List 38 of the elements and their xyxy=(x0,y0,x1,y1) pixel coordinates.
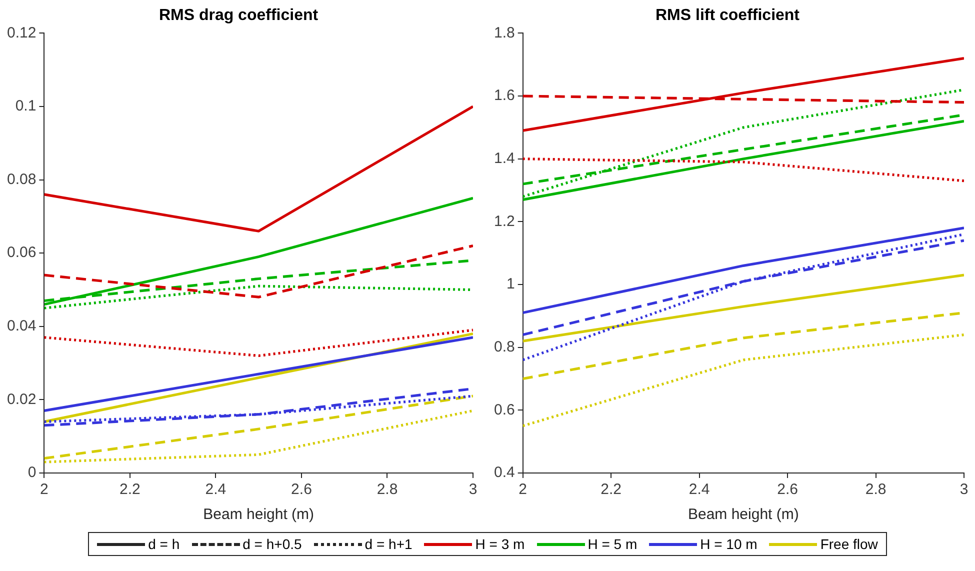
x-tick-label: 2.6 xyxy=(777,481,798,498)
chart-title: RMS lift coefficient xyxy=(655,7,800,24)
y-tick-label: 0.6 xyxy=(494,401,515,418)
x-tick-label: 2 xyxy=(40,481,48,498)
x-tick-label: 2.8 xyxy=(376,481,398,498)
legend-label: d = h+0.5 xyxy=(242,536,302,552)
y-tick-label: 0.08 xyxy=(6,170,36,188)
y-tick-label: 1.2 xyxy=(494,212,515,230)
chart-title: RMS drag coefficient xyxy=(158,7,319,24)
x-tick-label: 2.4 xyxy=(205,481,226,498)
y-tick-label: 0 xyxy=(28,464,36,482)
y-tick-label: 0.8 xyxy=(494,338,515,356)
x-tick-label: 3 xyxy=(468,481,478,498)
legend-label: d = h xyxy=(148,536,180,552)
legend-label: H = 5 m xyxy=(588,536,638,552)
x-tick-label: 2.2 xyxy=(120,481,140,498)
y-tick-label: 1.4 xyxy=(494,150,515,167)
x-tick-label: 2 xyxy=(518,481,528,498)
x-tick-label: 3 xyxy=(960,481,968,498)
x-axis-title: Beam height (m) xyxy=(203,506,314,524)
legend-label: d = h+1 xyxy=(364,536,412,552)
x-tick-label: 2.4 xyxy=(688,481,710,498)
legend-label: Free flow xyxy=(820,536,878,552)
y-tick-label: 0.04 xyxy=(6,318,36,335)
y-tick-label: 0.02 xyxy=(6,390,36,408)
x-tick-label: 2.8 xyxy=(865,481,886,498)
x-tick-label: 2.2 xyxy=(600,481,622,498)
x-axis-title: Beam height (m) xyxy=(688,506,799,524)
legend-label: H = 10 m xyxy=(700,536,758,552)
y-tick-label: 0.1 xyxy=(15,98,36,115)
y-tick-label: 1.6 xyxy=(494,87,515,104)
y-tick-label: 1 xyxy=(506,276,515,293)
y-tick-label: 0.12 xyxy=(6,24,36,42)
y-tick-label: 1.8 xyxy=(494,24,515,42)
y-tick-label: 0.06 xyxy=(6,244,36,262)
y-tick-label: 0.4 xyxy=(494,464,515,482)
x-tick-label: 2.6 xyxy=(291,481,312,498)
legend-label: H = 3 m xyxy=(475,536,525,552)
